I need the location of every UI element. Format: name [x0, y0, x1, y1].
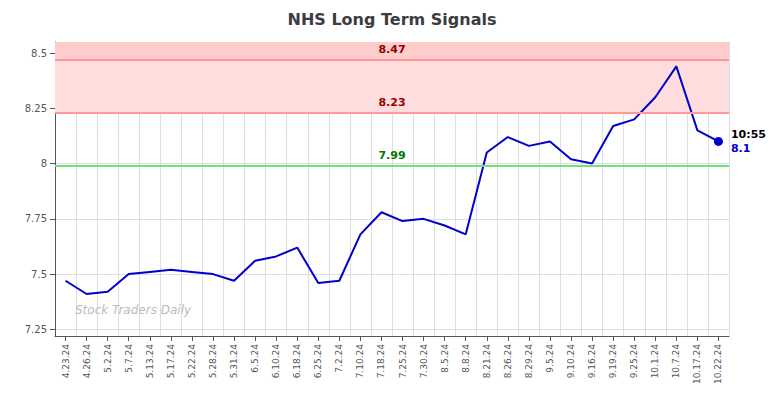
svg-text:6.18.24: 6.18.24	[292, 344, 302, 379]
svg-text:9.19.24: 9.19.24	[608, 344, 618, 379]
svg-text:8.8.24: 8.8.24	[461, 344, 471, 373]
svg-text:NHS Long Term Signals: NHS Long Term Signals	[288, 10, 497, 29]
svg-text:8: 8	[41, 158, 47, 169]
svg-text:10.22.24: 10.22.24	[713, 344, 723, 384]
svg-text:7.30.24: 7.30.24	[419, 344, 429, 379]
svg-text:Stock Traders Daily: Stock Traders Daily	[75, 303, 192, 317]
svg-text:8.47: 8.47	[378, 43, 405, 56]
svg-text:10.7.24: 10.7.24	[671, 344, 681, 379]
svg-text:5.17.24: 5.17.24	[166, 344, 176, 379]
svg-text:7.5: 7.5	[31, 269, 47, 280]
svg-text:9.16.24: 9.16.24	[587, 344, 597, 379]
svg-text:5.31.24: 5.31.24	[229, 344, 239, 379]
svg-text:10.1.24: 10.1.24	[650, 344, 660, 379]
svg-text:4.26.24: 4.26.24	[82, 344, 92, 379]
svg-text:9.5.24: 9.5.24	[545, 344, 555, 373]
svg-text:5.2.24: 5.2.24	[103, 344, 113, 373]
svg-text:10.17.24: 10.17.24	[692, 344, 702, 384]
svg-text:8.5.24: 8.5.24	[440, 344, 450, 373]
svg-text:8.5: 8.5	[31, 48, 47, 59]
svg-text:7.25.24: 7.25.24	[398, 344, 408, 379]
svg-text:8.23: 8.23	[378, 96, 405, 109]
svg-text:5.7.24: 5.7.24	[124, 344, 134, 373]
svg-text:10:55: 10:55	[731, 128, 766, 141]
svg-text:7.99: 7.99	[378, 149, 405, 162]
svg-text:8.26.24: 8.26.24	[503, 344, 513, 379]
svg-text:6.10.24: 6.10.24	[271, 344, 281, 379]
svg-text:7.18.24: 7.18.24	[376, 344, 386, 379]
svg-text:4.23.24: 4.23.24	[61, 344, 71, 379]
svg-text:5.13.24: 5.13.24	[145, 344, 155, 379]
svg-text:7.25: 7.25	[25, 324, 47, 335]
svg-text:8.29.24: 8.29.24	[524, 344, 534, 379]
svg-text:5.22.24: 5.22.24	[187, 344, 197, 379]
svg-text:6.25.24: 6.25.24	[313, 344, 323, 379]
svg-text:9.10.24: 9.10.24	[566, 344, 576, 379]
svg-text:7.10.24: 7.10.24	[355, 344, 365, 379]
svg-text:7.75: 7.75	[25, 213, 47, 224]
svg-text:8.25: 8.25	[25, 103, 47, 114]
svg-text:6.5.24: 6.5.24	[250, 344, 260, 373]
svg-text:9.25.24: 9.25.24	[629, 344, 639, 379]
svg-text:5.28.24: 5.28.24	[208, 344, 218, 379]
svg-text:7.2.24: 7.2.24	[334, 344, 344, 373]
svg-text:8.21.24: 8.21.24	[482, 344, 492, 379]
svg-text:8.1: 8.1	[731, 142, 751, 155]
